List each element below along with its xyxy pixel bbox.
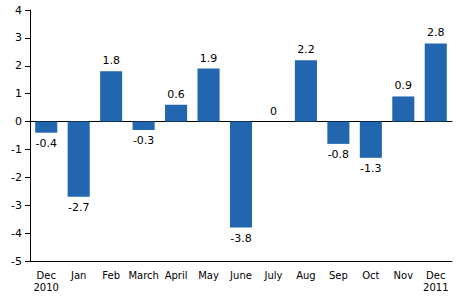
svg-text:-0.3: -0.3 [133, 134, 154, 147]
svg-text:1.9: 1.9 [200, 52, 218, 65]
svg-text:Nov: Nov [394, 270, 414, 281]
svg-text:-1.3: -1.3 [360, 162, 381, 175]
svg-text:Jan: Jan [70, 270, 86, 281]
svg-text:-2.7: -2.7 [68, 201, 89, 214]
svg-text:1: 1 [15, 87, 22, 100]
svg-text:Dec: Dec [37, 270, 56, 281]
svg-text:-3: -3 [11, 199, 22, 212]
svg-text:3: 3 [15, 31, 22, 44]
svg-text:-1: -1 [11, 143, 22, 156]
svg-text:Oct: Oct [362, 270, 379, 281]
svg-text:-4: -4 [11, 227, 22, 240]
svg-text:0.6: 0.6 [167, 88, 185, 101]
svg-text:2010: 2010 [34, 282, 59, 293]
svg-text:0: 0 [15, 115, 22, 128]
svg-text:2: 2 [15, 59, 22, 72]
svg-text:-2: -2 [11, 171, 22, 184]
svg-text:Dec: Dec [426, 270, 445, 281]
svg-text:April: April [165, 270, 188, 281]
svg-text:2.8: 2.8 [427, 26, 445, 39]
svg-text:July: July [263, 270, 282, 281]
svg-text:May: May [198, 270, 219, 281]
svg-text:1.8: 1.8 [102, 54, 120, 67]
svg-text:0: 0 [270, 105, 277, 118]
svg-text:-5: -5 [11, 255, 22, 268]
svg-text:Feb: Feb [102, 270, 120, 281]
svg-text:June: June [229, 270, 252, 281]
svg-text:-3.8: -3.8 [230, 232, 251, 245]
svg-text:2011: 2011 [423, 282, 448, 293]
svg-text:Aug: Aug [296, 270, 316, 281]
svg-text:4: 4 [15, 4, 22, 17]
svg-text:-0.4: -0.4 [35, 137, 56, 150]
svg-text:0.9: 0.9 [395, 79, 413, 92]
svg-text:-0.8: -0.8 [328, 148, 349, 161]
svg-text:Sep: Sep [329, 270, 348, 281]
svg-text:2.2: 2.2 [297, 43, 315, 56]
svg-text:March: March [128, 270, 158, 281]
